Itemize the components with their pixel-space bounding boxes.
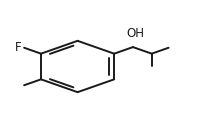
Text: OH: OH xyxy=(126,27,144,40)
Text: F: F xyxy=(15,41,22,54)
